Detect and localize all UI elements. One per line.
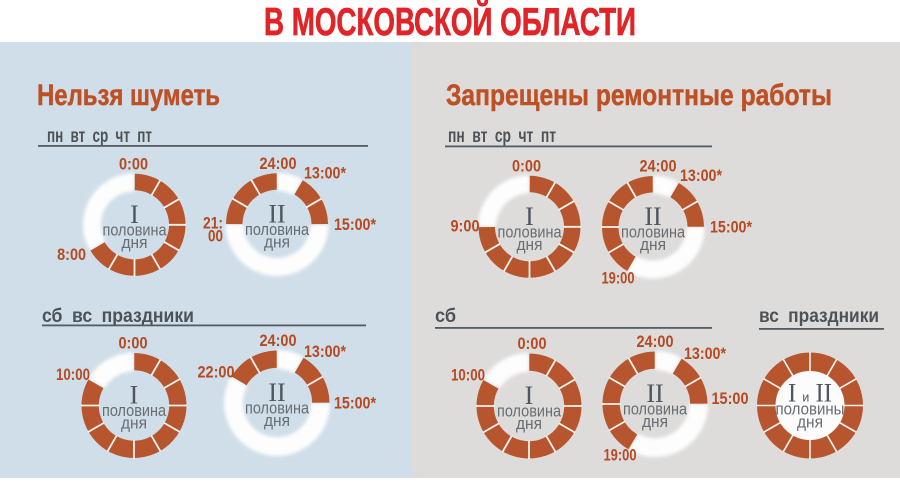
svg-text:дня: дня: [122, 234, 148, 252]
svg-text:половина: половина: [621, 224, 686, 242]
svg-text:дня: дня: [517, 236, 543, 254]
svg-text:I и II: I и II: [788, 379, 832, 408]
svg-text:15:00*: 15:00*: [334, 215, 376, 234]
svg-text:II: II: [644, 202, 661, 231]
svg-text:24:00: 24:00: [260, 331, 297, 350]
svg-text:сб: сб: [435, 306, 456, 327]
svg-text:10:00: 10:00: [451, 366, 485, 385]
svg-text:I: I: [130, 200, 139, 229]
svg-text:II: II: [646, 379, 663, 408]
svg-text:дня: дня: [121, 415, 147, 433]
svg-text:половины: половины: [776, 401, 845, 419]
svg-text:0:00: 0:00: [512, 157, 541, 176]
svg-text:Нельзя шуметь: Нельзя шуметь: [37, 79, 220, 112]
svg-text:II: II: [268, 378, 285, 407]
svg-text:9:00: 9:00: [451, 216, 480, 235]
svg-text:дня: дня: [264, 233, 290, 251]
svg-text:15:00*: 15:00*: [710, 218, 752, 237]
svg-text:24:00: 24:00: [640, 157, 677, 176]
svg-text:дня: дня: [640, 236, 666, 254]
svg-text:пн вт ср чт пт: пн вт ср чт пт: [448, 126, 556, 147]
svg-text:В МОСКОВСКОЙ ОБЛАСТИ: В МОСКОВСКОЙ ОБЛАСТИ: [264, 0, 636, 44]
svg-text:22:00: 22:00: [198, 363, 235, 382]
svg-text:половина: половина: [245, 221, 310, 239]
svg-text:00: 00: [208, 227, 223, 246]
svg-text:пн вт ср чт пт: пн вт ср чт пт: [47, 126, 152, 147]
svg-text:половина: половина: [102, 402, 167, 420]
svg-text:I: I: [525, 202, 534, 231]
svg-text:19:00: 19:00: [602, 268, 635, 287]
svg-text:сб вс праздники: сб вс праздники: [42, 306, 194, 327]
svg-text:0:00: 0:00: [518, 334, 547, 353]
svg-text:24:00: 24:00: [637, 332, 674, 351]
svg-text:дня: дня: [264, 412, 290, 430]
svg-text:половина: половина: [245, 400, 310, 418]
svg-text:13:00*: 13:00*: [304, 342, 346, 361]
svg-text:II: II: [268, 199, 285, 228]
svg-text:I: I: [525, 381, 534, 410]
svg-text:половина: половина: [497, 403, 562, 421]
svg-text:8:00: 8:00: [57, 245, 86, 264]
svg-text:I: I: [130, 381, 139, 410]
svg-text:Запрещены ремонтные работы: Запрещены ремонтные работы: [446, 79, 832, 112]
svg-text:13:00*: 13:00*: [684, 344, 726, 363]
svg-text:дня: дня: [642, 413, 668, 431]
svg-text:19:00: 19:00: [604, 446, 637, 465]
svg-text:вс праздники: вс праздники: [759, 306, 879, 327]
svg-text:13:00*: 13:00*: [680, 166, 722, 185]
svg-text:15:00: 15:00: [712, 389, 749, 408]
svg-text:21:: 21:: [203, 214, 223, 233]
svg-text:24:00: 24:00: [260, 154, 297, 173]
svg-text:половина: половина: [103, 221, 168, 239]
svg-text:10:00: 10:00: [56, 365, 90, 384]
svg-text:половина: половина: [498, 223, 563, 241]
svg-text:0:00: 0:00: [119, 334, 148, 353]
svg-text:дня: дня: [516, 415, 542, 433]
svg-text:13:00*: 13:00*: [304, 163, 346, 182]
svg-text:0:00: 0:00: [119, 155, 148, 174]
svg-text:половина: половина: [623, 401, 688, 419]
svg-text:15:00*: 15:00*: [334, 394, 376, 413]
svg-text:дня: дня: [797, 414, 823, 432]
